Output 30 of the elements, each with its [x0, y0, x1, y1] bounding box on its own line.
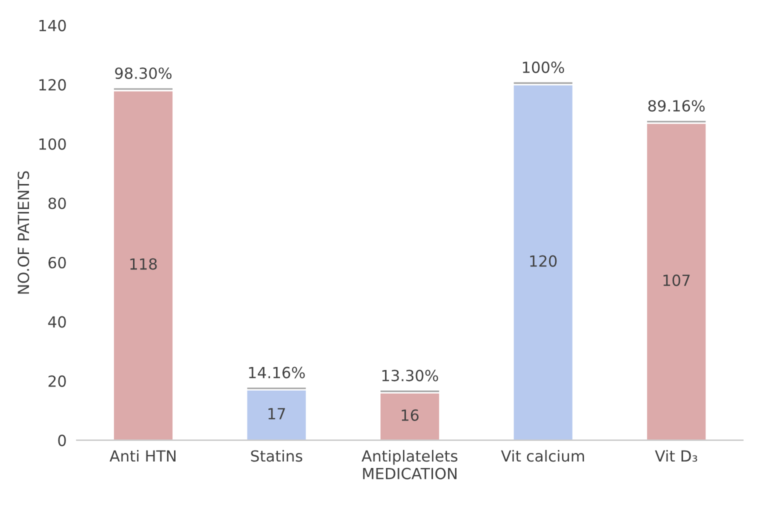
data-label: 17: [268, 408, 285, 420]
x-tick-label: Statins: [251, 450, 302, 462]
x-axis-title: MEDICATION: [363, 468, 456, 480]
x-tick-label: Anti HTN: [110, 450, 176, 462]
annotation: 98.30%: [115, 67, 172, 80]
data-label: 16: [402, 409, 419, 421]
y-tick-label: 100: [39, 138, 66, 150]
annotation: 14.16%: [249, 366, 305, 378]
annotation: 13.30%: [382, 370, 438, 382]
bar: [246, 389, 308, 440]
y-tick-label: 0: [58, 434, 66, 446]
y-tick-label: 140: [39, 20, 66, 32]
y-axis-title: NO.OF PATIENTS: [18, 171, 30, 294]
bar: [512, 84, 574, 440]
bar: [646, 122, 708, 440]
x-tick-label: Antiplatelets: [362, 450, 458, 465]
y-tick-label: 120: [39, 79, 66, 91]
y-tick-label: 80: [48, 198, 66, 210]
x-tick-label: Vit D₃: [654, 450, 698, 462]
annotation: 89.16%: [648, 100, 705, 112]
bar: [379, 392, 440, 440]
annotation: 100%: [522, 62, 564, 74]
y-tick-label: 60: [48, 256, 66, 268]
data-label: 118: [130, 258, 157, 270]
data-label: 120: [530, 255, 557, 267]
x-tick-label: Vit calcium: [501, 450, 584, 462]
data-label: 107: [663, 274, 690, 286]
y-tick-label: 20: [48, 375, 66, 387]
y-tick-label: 40: [48, 316, 66, 328]
bar: [112, 90, 174, 440]
